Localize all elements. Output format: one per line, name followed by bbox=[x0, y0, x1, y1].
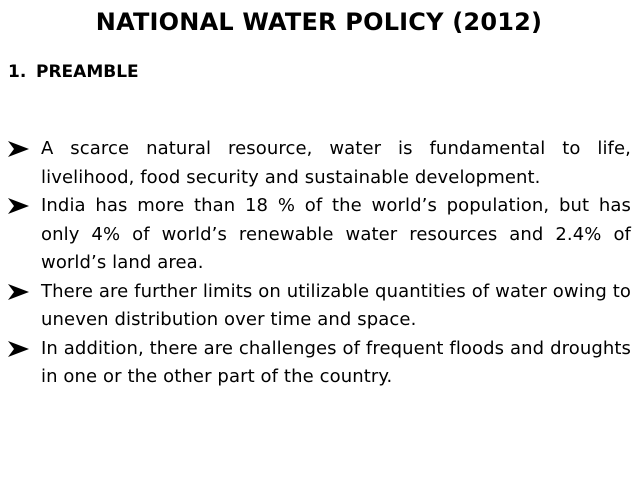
bullet-item: India has more than 18 % of the world’s … bbox=[7, 192, 631, 278]
bullet-item: There are further limits on utilizable q… bbox=[7, 278, 631, 335]
arrowhead-bullet-icon bbox=[8, 198, 29, 214]
bullet-text: India has more than 18 % of the world’s … bbox=[41, 195, 631, 273]
arrowhead-bullet-icon bbox=[8, 141, 29, 157]
section-heading: 1. PREAMBLE bbox=[8, 60, 139, 84]
bullet-text: A scarce natural resource, water is fund… bbox=[41, 138, 631, 188]
bullet-list: A scarce natural resource, water is fund… bbox=[7, 135, 631, 392]
section-title: PREAMBLE bbox=[36, 62, 139, 82]
bullet-item: In addition, there are challenges of fre… bbox=[7, 335, 631, 392]
slide-title: NATIONAL WATER POLICY (2012) bbox=[95, 8, 543, 36]
bullet-text: In addition, there are challenges of fre… bbox=[41, 337, 631, 388]
arrowhead-bullet-icon bbox=[8, 283, 29, 300]
bullet-text: There are further limits on utilizable q… bbox=[41, 280, 631, 331]
section-number: 1. bbox=[8, 62, 27, 82]
bullet-item: A scarce natural resource, water is fund… bbox=[7, 135, 631, 192]
arrowhead-bullet-icon bbox=[8, 340, 29, 357]
